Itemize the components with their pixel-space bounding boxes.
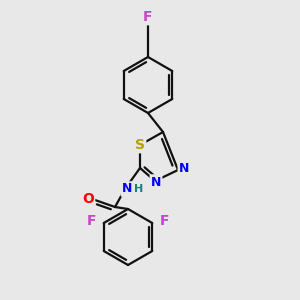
Text: H: H: [134, 184, 144, 194]
Text: F: F: [143, 10, 153, 24]
Text: F: F: [87, 214, 97, 228]
Text: F: F: [160, 214, 169, 228]
Text: N: N: [151, 176, 161, 188]
Text: S: S: [135, 138, 145, 152]
Text: N: N: [179, 161, 189, 175]
Text: N: N: [122, 182, 132, 196]
Text: O: O: [82, 192, 94, 206]
